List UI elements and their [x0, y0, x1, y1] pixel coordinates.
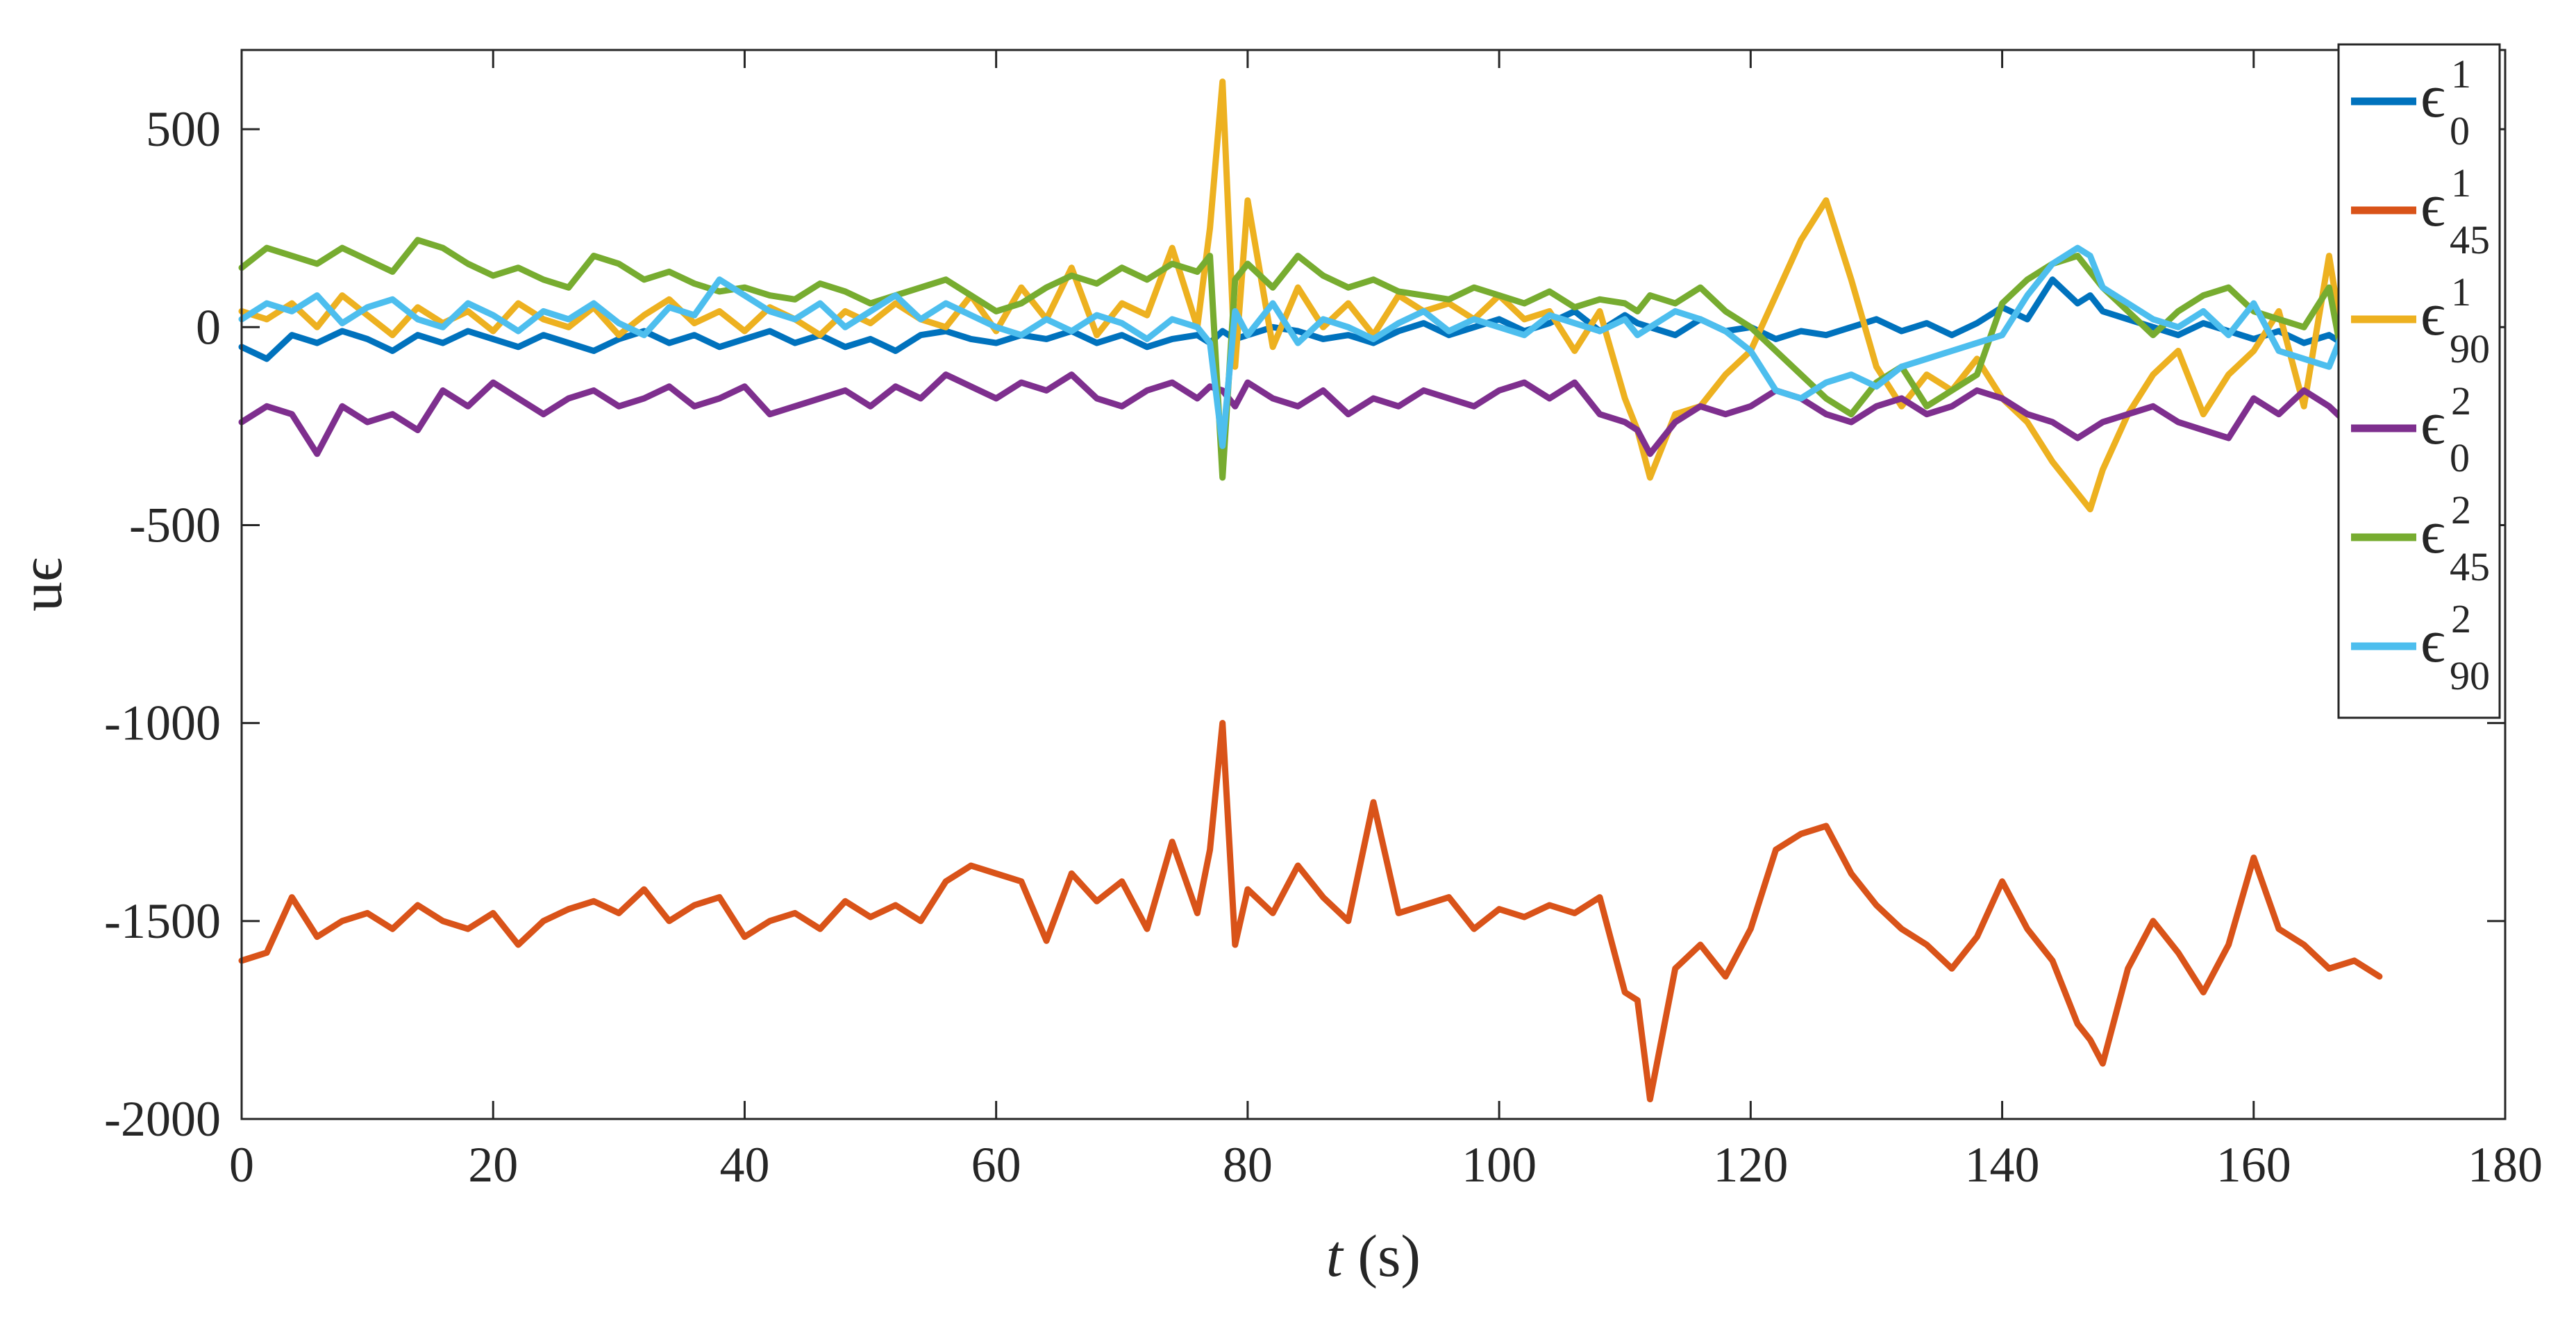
legend-sup-0: 1	[2451, 51, 2471, 96]
series-line-2	[238, 78, 2383, 513]
x-tick-label: 0	[229, 1137, 254, 1193]
legend-entry-0: ϵ	[2420, 63, 2445, 131]
y-tick-label: -2000	[104, 1091, 221, 1147]
x-tick-label: 140	[1965, 1137, 2040, 1193]
y-axis-label: uϵ	[8, 557, 74, 612]
series-line-5	[238, 244, 2383, 449]
y-tick-label: -1500	[104, 893, 221, 949]
legend-entry-1: ϵ	[2420, 172, 2445, 239]
axis-tick-labels: 0 20 40 60 80 100 120 140 160 1805000-500-1000-15…	[104, 101, 2543, 1193]
legend-entry-3: ϵ	[2420, 390, 2445, 457]
series-line-4	[238, 205, 2383, 481]
x-tick-label: 20	[468, 1137, 518, 1193]
y-tick-label: -500	[129, 497, 221, 553]
legend-sup-5: 2	[2451, 596, 2471, 641]
x-tick-label: 60	[971, 1137, 1021, 1193]
series-line-1	[238, 720, 2383, 1102]
legend-sup-3: 2	[2451, 378, 2471, 423]
legend-sub-0: 0	[2450, 108, 2470, 153]
y-tick-label: 500	[146, 101, 221, 157]
legend-entry-4: ϵ	[2420, 499, 2445, 566]
series-line-3	[238, 371, 2383, 457]
x-axis-label: t (s)	[1326, 1222, 1421, 1289]
legend-sub-2: 90	[2450, 326, 2490, 371]
y-tick-label: 0	[196, 299, 221, 355]
x-tick-label: 100	[1462, 1137, 1537, 1193]
axis-ticks	[240, 50, 2507, 1120]
x-tick-label: 40	[719, 1137, 769, 1193]
legend-sub-5: 90	[2450, 653, 2490, 698]
x-tick-label: 160	[2216, 1137, 2291, 1193]
legend-sub-3: 0	[2450, 435, 2470, 480]
plot-frame	[240, 49, 2507, 1120]
x-tick-label: 80	[1223, 1137, 1273, 1193]
y-tick-label: -1000	[104, 696, 221, 751]
legend-sup-4: 2	[2451, 487, 2471, 532]
legend-sub-4: 45	[2450, 544, 2490, 589]
legend-sup-2: 1	[2451, 269, 2471, 314]
x-tick-label: 180	[2468, 1137, 2543, 1193]
x-tick-label: 120	[1713, 1137, 1788, 1193]
x-axis-label-unit: (s)	[1357, 1222, 1421, 1289]
legend-sub-1: 45	[2450, 217, 2490, 262]
series-lines	[238, 78, 2383, 1102]
legend-box	[2337, 43, 2501, 719]
legend-entry-5: ϵ	[2420, 608, 2445, 675]
x-axis-label-var: t	[1326, 1222, 1344, 1289]
legend-entry-2: ϵ	[2420, 281, 2445, 348]
legend-sup-1: 1	[2451, 160, 2471, 205]
